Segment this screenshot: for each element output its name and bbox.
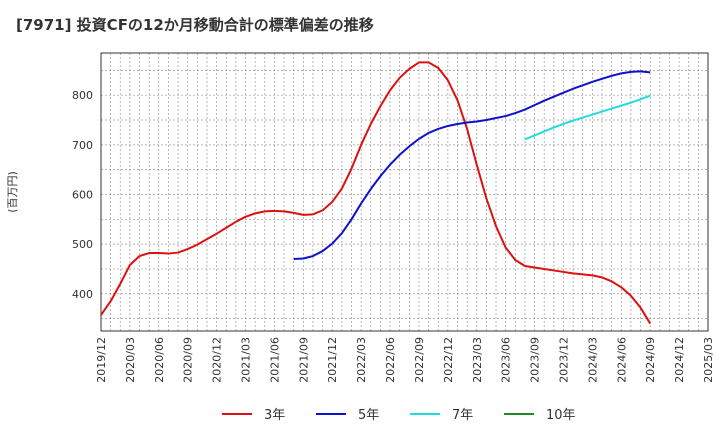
chart-title: [7971] 投資CFの12か月移動合計の標準偏差の推移 bbox=[16, 16, 374, 34]
legend-label-2: 5年 bbox=[358, 408, 379, 423]
x-tick-label: 2024/12 bbox=[673, 337, 686, 383]
series-line-3 bbox=[524, 94, 651, 141]
x-tick-labels: 2019/12 2020/03 2020/06 2020/09 2020/12 2021/… bbox=[95, 337, 715, 383]
x-tick-label: 2025/03 bbox=[702, 337, 715, 383]
y-tick-label: 700 bbox=[72, 139, 93, 152]
x-tick-label: 2022/06 bbox=[384, 337, 397, 383]
y-axis-label: (百万円) bbox=[6, 171, 19, 213]
series-line-2 bbox=[293, 70, 651, 261]
y-tick-label: 800 bbox=[72, 89, 93, 102]
x-tick-label: 2023/06 bbox=[500, 337, 513, 383]
series-line-1 bbox=[100, 61, 652, 325]
y-tick-label: 500 bbox=[72, 238, 93, 251]
legend-label-1: 3年 bbox=[264, 408, 285, 423]
x-tick-label: 2021/03 bbox=[240, 337, 253, 383]
x-tick-label: 2024/09 bbox=[644, 337, 657, 383]
y-tick-labels: 400 500 600 700 800 bbox=[72, 89, 93, 301]
x-tick-label: 2020/06 bbox=[153, 337, 166, 383]
y-tick-label: 600 bbox=[72, 188, 93, 201]
grid-layer bbox=[101, 53, 708, 331]
x-tick-label: 2023/12 bbox=[557, 337, 570, 383]
x-tick-label: 2021/12 bbox=[326, 337, 339, 383]
x-tick-label: 2019/12 bbox=[95, 337, 108, 383]
x-tick-label: 2022/09 bbox=[413, 337, 426, 383]
x-tick-label: 2024/06 bbox=[615, 337, 628, 383]
x-tick-label: 2021/06 bbox=[268, 337, 281, 383]
legend: 3年 5年 7年 10年 bbox=[222, 408, 576, 423]
legend-label-4: 10年 bbox=[546, 408, 576, 423]
x-tick-label: 2020/09 bbox=[182, 337, 195, 383]
y-tick-label: 400 bbox=[72, 288, 93, 301]
series-layer bbox=[100, 61, 652, 325]
x-tick-label: 2022/03 bbox=[355, 337, 368, 383]
x-tick-label: 2023/09 bbox=[529, 337, 542, 383]
x-tick-label: 2024/03 bbox=[586, 337, 599, 383]
x-tick-label: 2021/09 bbox=[297, 337, 310, 383]
x-tick-label: 2020/03 bbox=[124, 337, 137, 383]
x-tick-label: 2023/03 bbox=[471, 337, 484, 383]
x-tick-label: 2022/12 bbox=[442, 337, 455, 383]
plot-frame bbox=[100, 52, 709, 332]
x-tick-label: 2020/12 bbox=[211, 337, 224, 383]
legend-label-3: 7年 bbox=[452, 408, 473, 423]
